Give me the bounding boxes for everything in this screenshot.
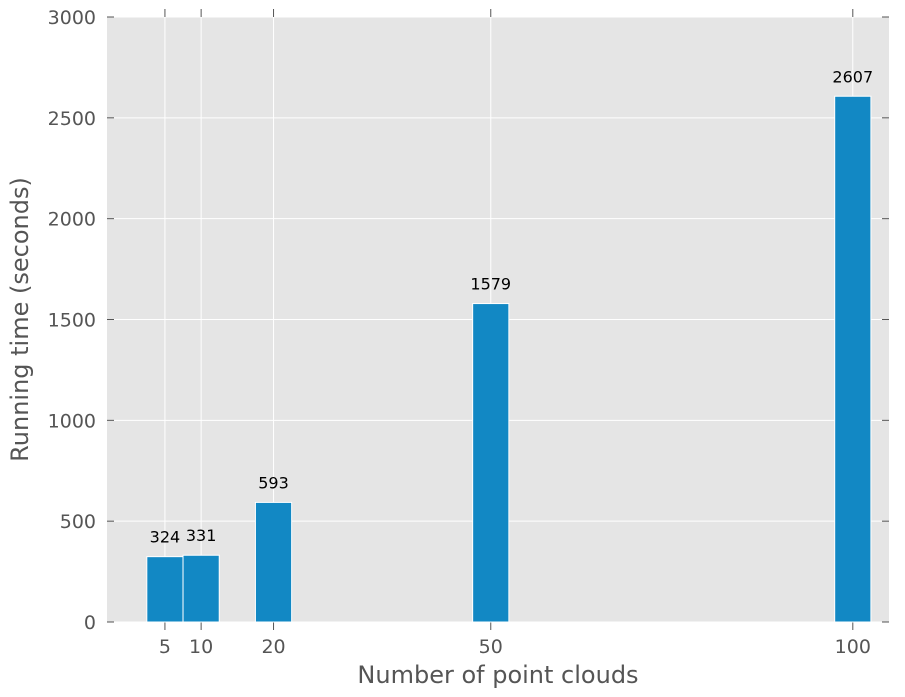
bar: [472, 303, 510, 623]
y-axis-label: Running time (seconds): [6, 177, 34, 462]
bar-value-label: 593: [258, 473, 289, 492]
y-tick-label: 0: [84, 612, 96, 634]
x-axis-label: Number of point clouds: [357, 661, 638, 689]
x-tick-label: 100: [835, 636, 871, 658]
y-tick-label: 1500: [48, 310, 96, 332]
bars: [146, 95, 872, 623]
bar: [254, 501, 293, 623]
y-tick-labels: 0 500 1000 1500 2000 2500 3000: [48, 7, 96, 634]
bar-value-label: 2607: [832, 67, 873, 86]
x-tick-label: 50: [479, 636, 503, 658]
x-tick-label: 10: [189, 636, 213, 658]
x-tick-labels: 5 10 20 50 100: [159, 636, 871, 658]
y-tick-label: 3000: [48, 7, 96, 29]
x-tick-label: 20: [261, 636, 285, 658]
data-labels: 324 331 593 1579 2607: [150, 67, 874, 546]
bar-value-label: 331: [186, 526, 217, 545]
bar: [146, 556, 184, 623]
bar: [834, 95, 872, 623]
y-tick-label: 500: [60, 511, 96, 533]
y-tick-label: 2000: [48, 209, 96, 231]
bar-value-label: 324: [150, 528, 181, 547]
x-tick-label: 5: [159, 636, 171, 658]
bar: [182, 554, 220, 623]
bar-value-label: 1579: [470, 275, 511, 294]
y-tick-label: 2500: [48, 108, 96, 130]
axis-ticks: [107, 9, 889, 630]
y-tick-label: 1000: [48, 410, 96, 432]
